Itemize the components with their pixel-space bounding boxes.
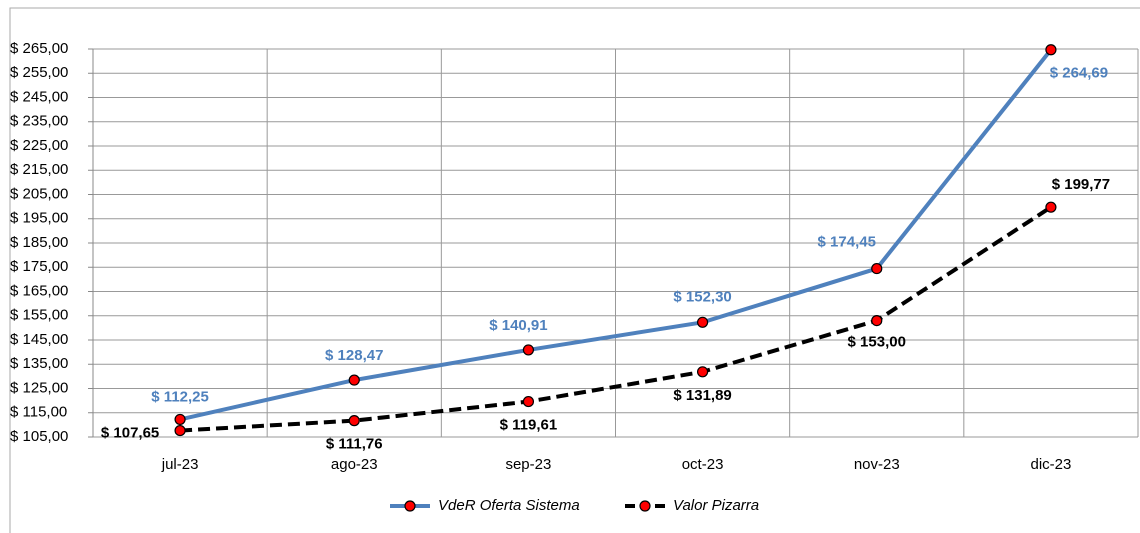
data-label: $ 264,69 bbox=[1050, 65, 1108, 82]
y-tick-label: $ 195,00 bbox=[10, 210, 68, 227]
marker bbox=[522, 344, 535, 356]
y-tick-label: $ 245,00 bbox=[10, 88, 68, 105]
legend-label: VdeR Oferta Sistema bbox=[438, 497, 580, 514]
data-label: $ 119,61 bbox=[500, 417, 558, 434]
data-label: $ 112,25 bbox=[151, 388, 209, 405]
marker bbox=[871, 262, 883, 275]
legend-label: Valor Pizarra bbox=[673, 497, 759, 514]
marker bbox=[871, 315, 883, 327]
y-tick-label: $ 115,00 bbox=[10, 404, 67, 421]
data-label: $ 174,45 bbox=[818, 234, 876, 251]
y-tick-label: $ 135,00 bbox=[10, 355, 68, 372]
y-tick-label: $ 215,00 bbox=[10, 161, 68, 178]
marker bbox=[696, 366, 709, 378]
y-tick-label: $ 255,00 bbox=[10, 64, 68, 81]
marker bbox=[522, 395, 535, 408]
y-tick-label: $ 175,00 bbox=[10, 258, 68, 275]
x-tick-label: nov-23 bbox=[854, 456, 900, 473]
data-label: $ 152,30 bbox=[673, 288, 731, 305]
x-tick-label: sep-23 bbox=[505, 456, 551, 473]
data-label: $ 140,91 bbox=[489, 317, 547, 334]
legend-marker bbox=[404, 500, 416, 512]
marker bbox=[1045, 44, 1057, 56]
y-tick-label: $ 225,00 bbox=[10, 137, 68, 154]
marker bbox=[174, 424, 186, 437]
y-tick-label: $ 205,00 bbox=[10, 185, 68, 202]
x-tick-label: ago-23 bbox=[331, 456, 378, 473]
x-tick-label: dic-23 bbox=[1030, 456, 1071, 473]
data-label: $ 199,77 bbox=[1052, 176, 1110, 193]
data-label: $ 131,89 bbox=[673, 387, 731, 404]
data-label: $ 111,76 bbox=[326, 436, 383, 453]
data-label: $ 107,65 bbox=[101, 425, 159, 442]
y-tick-label: $ 155,00 bbox=[10, 307, 68, 324]
marker bbox=[696, 316, 709, 328]
marker bbox=[348, 374, 360, 386]
data-label: $ 153,00 bbox=[848, 334, 906, 351]
marker bbox=[1045, 201, 1057, 213]
x-tick-label: oct-23 bbox=[682, 456, 724, 473]
marker bbox=[348, 415, 360, 427]
x-tick-label: jul-23 bbox=[161, 456, 199, 473]
chart-border bbox=[9, 7, 1140, 533]
y-tick-label: $ 265,00 bbox=[10, 40, 68, 57]
y-tick-label: $ 235,00 bbox=[10, 113, 68, 130]
y-tick-label: $ 185,00 bbox=[10, 234, 68, 251]
series-line bbox=[179, 48, 1053, 422]
marker bbox=[174, 413, 186, 426]
y-tick-label: $ 165,00 bbox=[10, 282, 68, 299]
y-tick-label: $ 145,00 bbox=[10, 331, 68, 348]
data-label: $ 128,47 bbox=[325, 347, 383, 364]
series-line bbox=[179, 205, 1053, 433]
y-tick-label: $ 105,00 bbox=[10, 428, 68, 445]
y-tick-label: $ 125,00 bbox=[10, 379, 68, 396]
legend-marker bbox=[639, 500, 651, 512]
